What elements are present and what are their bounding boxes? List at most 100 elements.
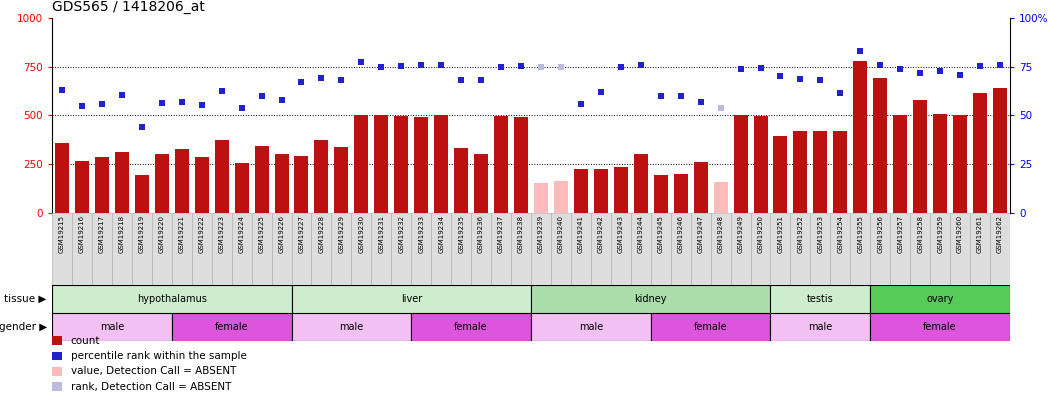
Text: GSM19258: GSM19258 — [917, 215, 923, 253]
Point — [473, 77, 489, 83]
Text: GSM19242: GSM19242 — [597, 215, 604, 253]
Bar — [833, 131, 848, 213]
Point — [234, 104, 250, 111]
Bar — [511, 213, 531, 285]
Point — [153, 100, 170, 106]
Text: value, Detection Call = ABSENT: value, Detection Call = ABSENT — [71, 367, 236, 376]
Bar — [294, 156, 308, 213]
Bar — [813, 131, 827, 213]
Bar — [531, 213, 551, 285]
Bar — [311, 213, 331, 285]
Point — [53, 87, 70, 94]
Bar — [235, 163, 248, 213]
Text: GSM19237: GSM19237 — [498, 215, 504, 253]
Bar — [990, 213, 1010, 285]
Text: count: count — [71, 336, 101, 345]
Bar — [773, 136, 787, 213]
Bar — [571, 213, 591, 285]
Text: GSM19226: GSM19226 — [279, 215, 284, 253]
Bar — [594, 169, 608, 213]
Bar — [651, 213, 671, 285]
Text: GSM19233: GSM19233 — [418, 215, 424, 253]
Point — [673, 93, 690, 99]
Text: female: female — [215, 322, 248, 332]
Bar — [634, 154, 648, 213]
Text: GSM19248: GSM19248 — [718, 215, 723, 253]
Bar — [534, 183, 548, 213]
Point — [932, 67, 948, 74]
Bar — [72, 213, 92, 285]
Text: GSM19261: GSM19261 — [977, 215, 983, 253]
Point — [433, 62, 450, 68]
Bar — [394, 117, 409, 213]
Bar — [454, 148, 468, 213]
Point — [892, 66, 909, 72]
Bar — [132, 213, 152, 285]
Bar — [452, 213, 472, 285]
Text: female: female — [455, 322, 488, 332]
Text: GSM19229: GSM19229 — [339, 215, 345, 253]
Point — [971, 62, 988, 69]
Bar — [770, 285, 870, 313]
Bar — [314, 140, 328, 213]
Point — [333, 77, 350, 83]
Text: rank, Detection Call = ABSENT: rank, Detection Call = ABSENT — [71, 382, 232, 392]
Bar — [291, 313, 411, 341]
Text: GDS565 / 1418206_at: GDS565 / 1418206_at — [52, 0, 204, 14]
Text: percentile rank within the sample: percentile rank within the sample — [71, 351, 246, 361]
Bar — [155, 154, 169, 213]
Bar — [271, 213, 291, 285]
Bar — [472, 213, 492, 285]
Bar — [434, 115, 449, 213]
Bar — [750, 213, 770, 285]
Point — [713, 104, 729, 111]
Bar — [554, 181, 568, 213]
Text: GSM19244: GSM19244 — [638, 215, 643, 253]
Text: male: male — [578, 322, 603, 332]
Text: GSM19218: GSM19218 — [118, 215, 125, 253]
Text: male: male — [808, 322, 832, 332]
Text: GSM19235: GSM19235 — [458, 215, 464, 253]
Point — [254, 93, 270, 99]
Text: GSM19245: GSM19245 — [658, 215, 663, 253]
Bar — [431, 213, 452, 285]
Text: GSM19259: GSM19259 — [937, 215, 943, 253]
Bar — [531, 285, 770, 313]
Bar — [95, 158, 109, 213]
Text: GSM19225: GSM19225 — [259, 215, 264, 253]
Text: GSM19240: GSM19240 — [558, 215, 564, 253]
Text: GSM19224: GSM19224 — [239, 215, 244, 253]
Bar — [494, 117, 508, 213]
Bar — [913, 100, 927, 213]
Point — [552, 64, 569, 70]
Bar — [411, 213, 431, 285]
Bar — [770, 213, 790, 285]
Bar — [574, 169, 588, 213]
Bar — [411, 313, 531, 341]
Point — [792, 76, 809, 83]
Text: male: male — [100, 322, 124, 332]
Text: GSM19227: GSM19227 — [299, 215, 305, 253]
Bar — [694, 162, 707, 213]
Bar — [953, 115, 967, 213]
Bar — [374, 115, 389, 213]
Point — [912, 69, 929, 76]
Bar — [252, 213, 271, 285]
Text: GSM19234: GSM19234 — [438, 215, 444, 253]
Point — [493, 64, 509, 70]
Bar — [551, 213, 571, 285]
Text: GSM19252: GSM19252 — [798, 215, 804, 253]
Bar — [754, 117, 767, 213]
Point — [632, 62, 649, 68]
Text: GSM19257: GSM19257 — [897, 215, 903, 253]
Text: GSM19253: GSM19253 — [817, 215, 824, 253]
Bar — [331, 213, 351, 285]
Bar — [195, 158, 209, 213]
Bar — [853, 61, 868, 213]
Bar — [734, 115, 747, 213]
Point — [453, 77, 470, 83]
Bar — [810, 213, 830, 285]
Point — [572, 100, 589, 107]
Text: GSM19262: GSM19262 — [997, 215, 1003, 253]
Point — [512, 62, 529, 69]
